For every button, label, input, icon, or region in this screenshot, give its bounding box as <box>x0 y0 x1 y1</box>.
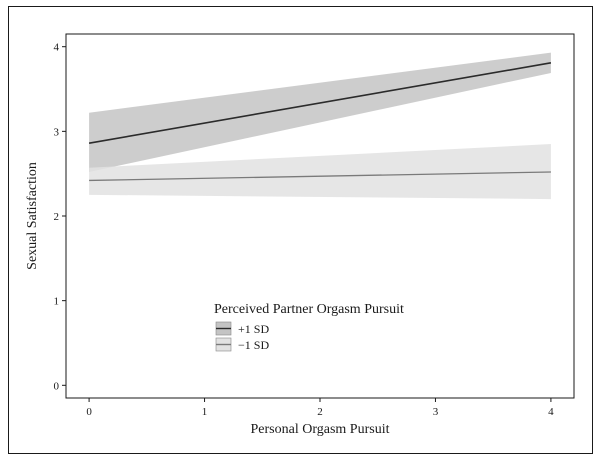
y-tick-label: 1 <box>54 296 60 308</box>
y-axis-label: Sexual Satisfaction <box>25 162 40 270</box>
ci-band-minus-1sd <box>89 144 551 200</box>
x-tick-label: 1 <box>202 406 208 418</box>
axis-ticks: 0 1 2 3 4 0 1 2 3 4 <box>54 42 555 418</box>
legend: Perceived Partner Orgasm Pursuit +1 SD −1… <box>214 302 404 352</box>
x-tick-label: 0 <box>86 406 92 418</box>
y-tick-label: 0 <box>54 380 60 392</box>
y-tick-label: 3 <box>54 126 60 138</box>
series-line-plus-1sd <box>88 61 552 144</box>
y-tick-label: 2 <box>54 211 60 223</box>
legend-label: +1 SD <box>238 322 269 336</box>
series-line-minus-1sd <box>89 171 551 182</box>
x-axis-label: Personal Orgasm Pursuit <box>251 422 390 437</box>
x-tick-label: 4 <box>548 406 554 418</box>
legend-title: Perceived Partner Orgasm Pursuit <box>214 302 404 317</box>
y-tick-label: 4 <box>54 42 60 54</box>
x-tick-label: 3 <box>433 406 439 418</box>
series-lines <box>88 61 552 182</box>
x-tick-label: 2 <box>317 406 323 418</box>
legend-label: −1 SD <box>238 338 269 352</box>
legend-items: +1 SD −1 SD <box>215 321 269 352</box>
